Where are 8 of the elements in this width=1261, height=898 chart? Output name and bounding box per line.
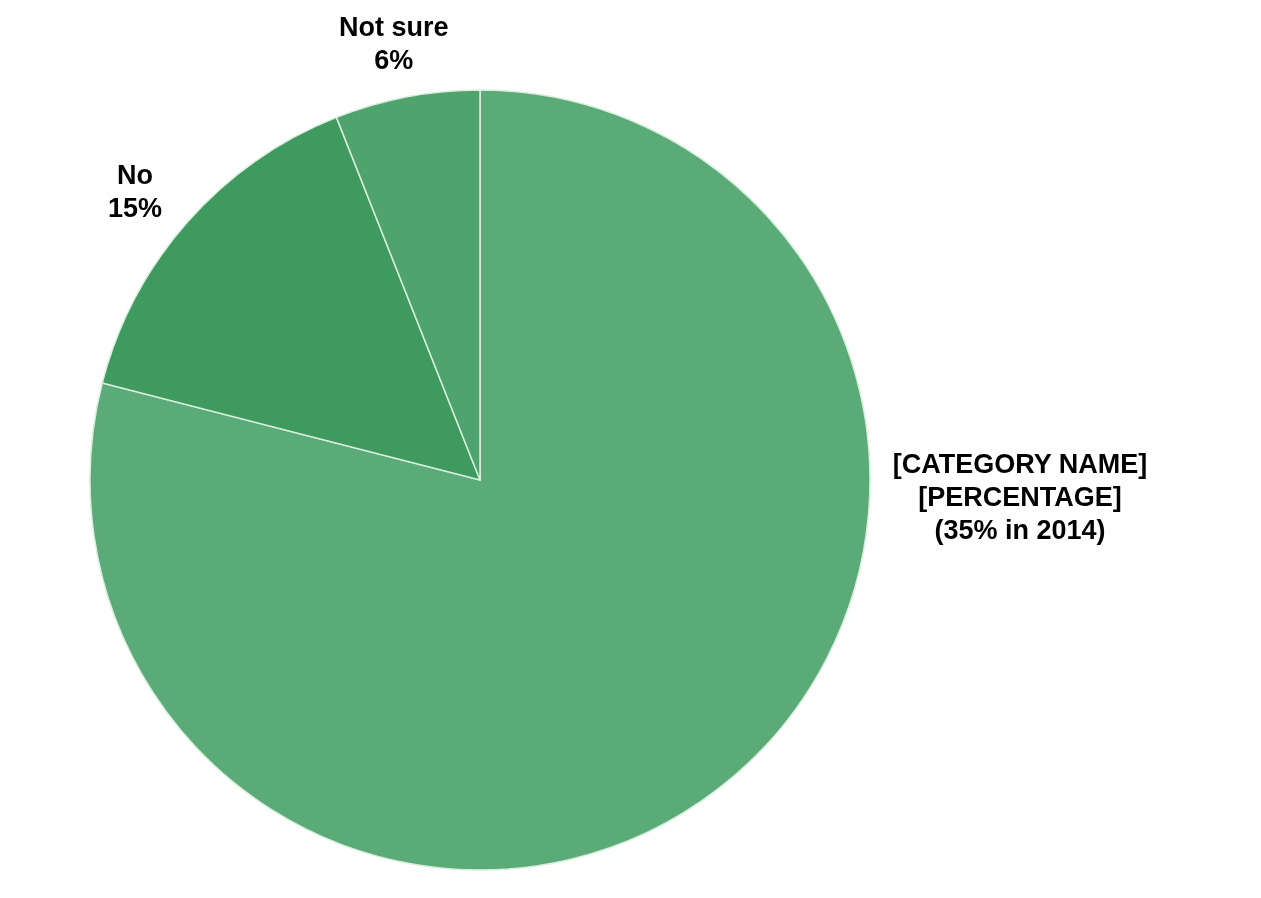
slice-label: Not sure (339, 12, 449, 43)
text: (35% in 2014) (934, 515, 1106, 545)
pie-slice (89, 89, 871, 871)
data-label: 6% (374, 45, 414, 76)
slice-label: [CATEGORY NAME] (892, 449, 1148, 479)
data-label: 15% (107, 192, 162, 223)
slice-label: No (116, 159, 153, 190)
data-label: [PERCENTAGE] (918, 482, 1122, 512)
